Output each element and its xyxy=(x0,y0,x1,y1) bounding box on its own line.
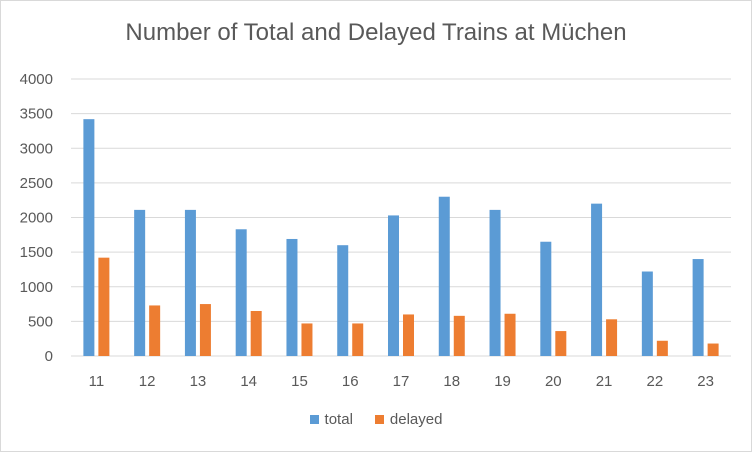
bar-delayed-21 xyxy=(606,319,618,356)
bar-total-16 xyxy=(337,245,349,356)
x-tick-label-20: 20 xyxy=(545,373,562,390)
legend-swatch-delayed xyxy=(374,415,384,424)
legend: total delayed xyxy=(1,411,751,428)
bar-delayed-22 xyxy=(656,340,668,356)
x-tick-label-18: 18 xyxy=(443,373,460,390)
bar-total-11 xyxy=(83,119,95,356)
plot-area: 0 500 1000 1500 2000 2500 3000 3500 4000 11 12 13 14… xyxy=(20,71,731,390)
legend-item-delayed: delayed xyxy=(374,411,443,428)
y-tick-label-2500: 2500 xyxy=(20,175,53,192)
x-tick-label-22: 22 xyxy=(647,373,664,390)
legend-swatch-total xyxy=(309,415,319,424)
bar-delayed-16 xyxy=(352,323,364,356)
x-tick-label-17: 17 xyxy=(393,373,410,390)
bar-delayed-18 xyxy=(453,315,465,356)
bar-total-21 xyxy=(591,203,603,356)
bar-delayed-13 xyxy=(199,304,211,356)
bar-total-18 xyxy=(438,196,450,356)
bar-total-17 xyxy=(388,215,399,356)
x-tick-label-15: 15 xyxy=(291,373,308,390)
bar-delayed-20 xyxy=(555,331,567,356)
x-tick-label-14: 14 xyxy=(240,373,257,390)
bar-delayed-15 xyxy=(301,323,313,356)
y-tick-label-4000: 4000 xyxy=(20,71,53,88)
legend-label-total: total xyxy=(324,411,353,428)
bar-total-23 xyxy=(692,259,704,356)
bar-delayed-14 xyxy=(250,310,262,356)
y-tick-label-2000: 2000 xyxy=(20,210,53,227)
y-tick-label-1500: 1500 xyxy=(20,244,53,261)
bar-total-19 xyxy=(489,209,501,356)
x-tick-label-21: 21 xyxy=(596,373,613,390)
y-tick-label-3000: 3000 xyxy=(20,140,53,157)
x-tick-label-11: 11 xyxy=(89,373,105,390)
chart-title: Number of Total and Delayed Trains at Mü… xyxy=(125,19,627,46)
bar-delayed-17 xyxy=(403,314,414,356)
bar-total-22 xyxy=(641,271,653,356)
x-tick-label-23: 23 xyxy=(697,373,714,390)
y-tick-label-3500: 3500 xyxy=(20,106,53,123)
x-tick-label-12: 12 xyxy=(139,373,156,390)
y-tick-label-0: 0 xyxy=(45,348,53,365)
y-tick-label-500: 500 xyxy=(28,313,53,330)
x-tick-label-16: 16 xyxy=(342,373,359,390)
y-tick-label-1000: 1000 xyxy=(20,279,53,296)
bar-delayed-23 xyxy=(707,343,719,356)
bar-total-15 xyxy=(286,238,298,356)
bar-total-12 xyxy=(134,209,146,356)
legend-label-delayed: delayed xyxy=(389,411,443,428)
bar-delayed-19 xyxy=(504,313,516,356)
legend-item-total: total xyxy=(309,411,353,428)
bar-total-14 xyxy=(235,229,247,356)
bar-delayed-12 xyxy=(149,305,161,356)
bar-delayed-11 xyxy=(98,257,110,356)
x-tick-label-13: 13 xyxy=(190,373,207,390)
bar-total-20 xyxy=(540,241,552,356)
x-tick-label-19: 19 xyxy=(494,373,511,390)
bar-total-13 xyxy=(184,209,196,356)
